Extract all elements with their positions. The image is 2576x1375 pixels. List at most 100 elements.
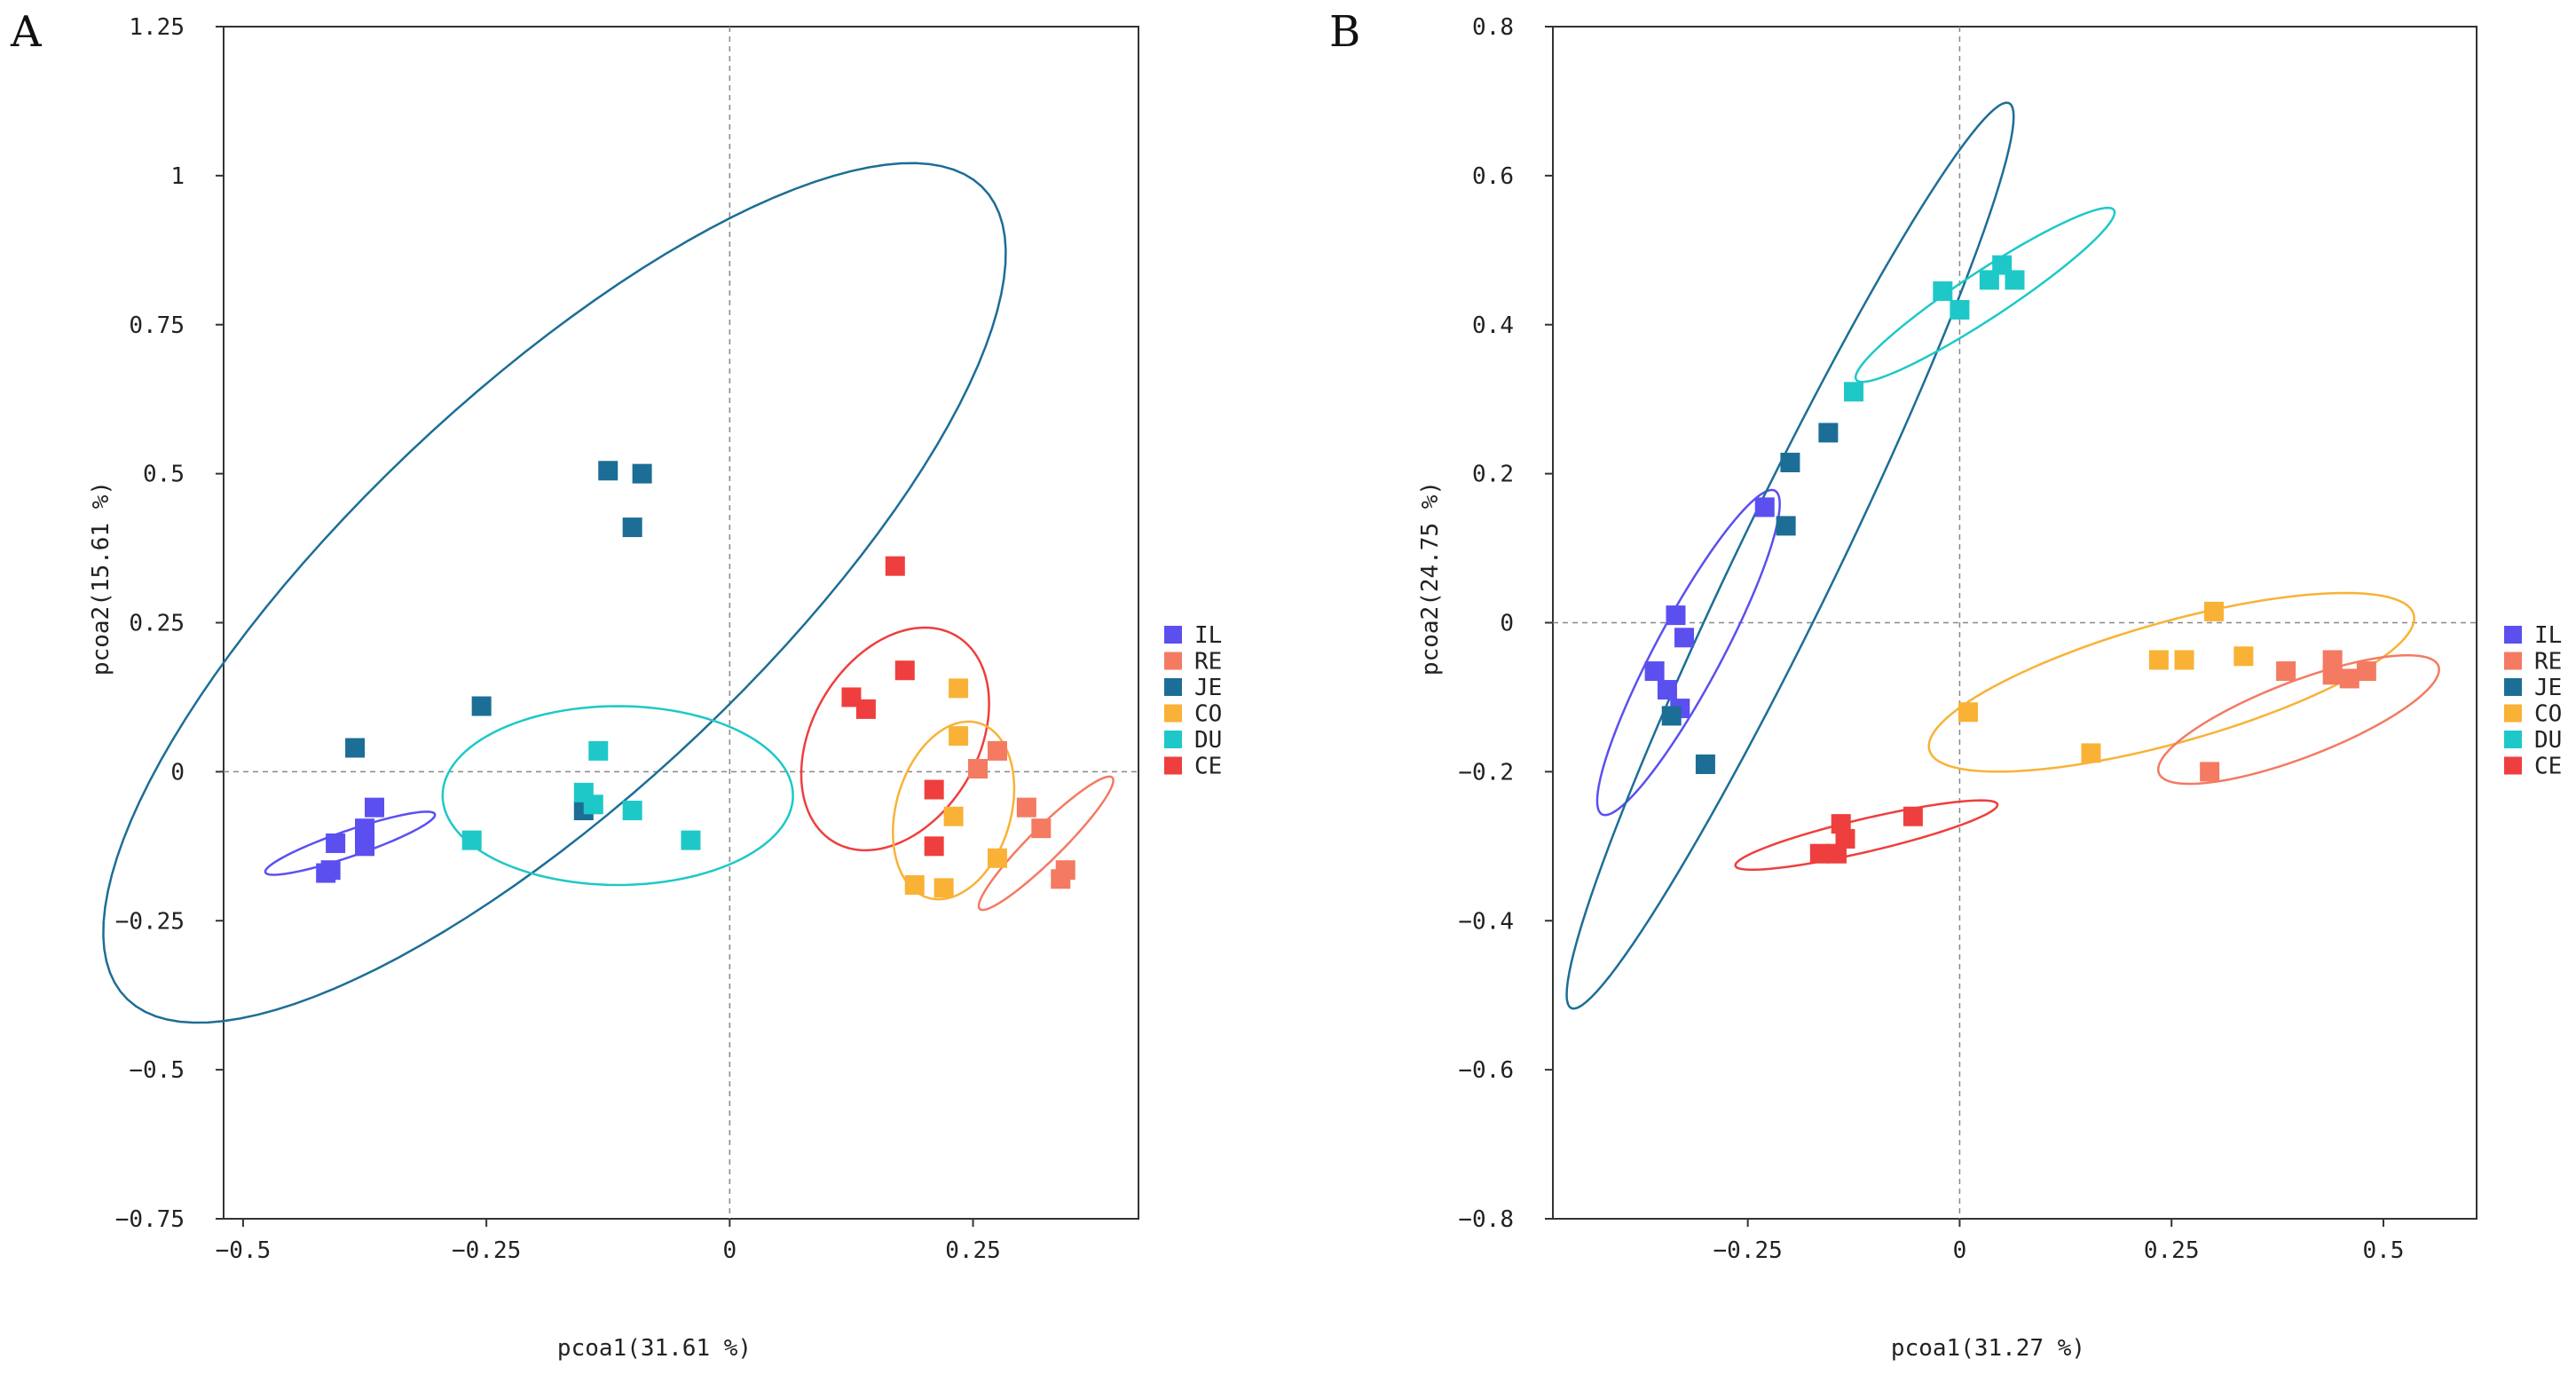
- panel-b-point-du: [1844, 382, 1864, 402]
- panel-b-legend-swatch-du: [2504, 731, 2522, 748]
- panel-b-plot: −0.25 0 0.25 0.5 −0.8 −0.6 −0.4 −0.2 0 0.2 0.4 0.6 0…: [1417, 14, 2562, 1362]
- panel-a-ellipse-il: [264, 810, 437, 876]
- panel-a-plot: −0.5 −0.25 0 0.25 −0.75 −0.5 −0.25 0 0.25 0.5 0.75…: [88, 14, 1222, 1362]
- panel-a-point-je: [622, 518, 642, 538]
- panel-b-point-il: [1674, 628, 1695, 648]
- panel-b-xtick-label: 0: [1953, 1237, 1967, 1264]
- panel-a-point-co: [904, 874, 925, 895]
- panel-b-point-du: [2005, 270, 2025, 290]
- panel-a-ytick-label: 1: [170, 163, 185, 190]
- panel-a-point-ce: [855, 699, 876, 719]
- panel-b-point-ce: [1826, 843, 1847, 864]
- panel-a-point-co: [949, 678, 969, 699]
- panel-b-point-du: [1933, 281, 1953, 301]
- panel-b-ellipse-du: [1854, 206, 2116, 383]
- panel-b-ytick-label: 0.2: [1472, 462, 1514, 488]
- panel-a-xtick-label: −0.25: [452, 1237, 521, 1264]
- panel-a-ytick-label: −0.5: [129, 1057, 185, 1084]
- panel-a-ytick-label: 0.25: [129, 611, 185, 637]
- panel-a-point-je: [598, 461, 618, 481]
- panel-a-point-co: [934, 878, 954, 898]
- panel-b-point-il: [1666, 605, 1686, 626]
- panel-a-point-co: [987, 848, 1007, 868]
- panel-b-legend-label-co: CO: [2534, 701, 2562, 728]
- panel-b-y-axis-title: pcoa2(24.75 %): [1417, 481, 1444, 676]
- panel-b-point-il: [1657, 680, 1677, 700]
- panel-a-ytick-label: 0.75: [129, 312, 185, 339]
- panel-b-legend-swatch-je: [2504, 678, 2522, 696]
- panel-b-point-re: [2276, 661, 2296, 682]
- panel-a-point-du: [588, 740, 609, 761]
- panel-b-ytick-label: 0.6: [1472, 163, 1514, 190]
- panel-a-point-ce: [924, 779, 944, 800]
- panel-a-ytick-label: −0.25: [115, 908, 185, 935]
- panel-a-point-je: [632, 463, 652, 484]
- panel-a-ytick-label: 1.25: [129, 14, 185, 41]
- panel-a-point-re: [1055, 860, 1075, 881]
- panel-a-point-ce: [924, 836, 944, 857]
- panel-a-xtick-label: 0.25: [945, 1237, 1001, 1264]
- panel-a-point-re: [1016, 797, 1036, 818]
- panel-b-ytick-label: 0.8: [1472, 14, 1514, 41]
- panel-b-xtick-label: −0.25: [1713, 1237, 1783, 1264]
- panel-a-y-axis-title: pcoa2(15.61 %): [88, 481, 114, 676]
- panel-b-point-ce: [1902, 806, 1923, 826]
- panel-a-point-re: [968, 759, 989, 779]
- panel-b-point-je: [1661, 706, 1682, 726]
- panel-b-xtick-label: 0.25: [2144, 1237, 2200, 1264]
- panel-a-frame: [223, 26, 1139, 1220]
- panel-b-ellipse-re: [2156, 653, 2440, 786]
- panel-a-point-ce: [885, 556, 905, 576]
- panel-a-legend-label-ce: CE: [1194, 754, 1222, 780]
- panel-b-point-re: [2356, 661, 2376, 682]
- panel-b-point-je: [1695, 754, 1715, 774]
- panel-a-point-il: [320, 860, 341, 881]
- panel-a-legend-swatch-il: [1164, 626, 1182, 644]
- panel-b-ytick-label: 0.4: [1472, 312, 1514, 339]
- panel-b-point-du: [1950, 299, 1970, 320]
- panel-b-legend-swatch-re: [2504, 652, 2522, 670]
- panel-b-ellipse-co: [1927, 591, 2415, 773]
- panel-a-legend-swatch-je: [1164, 678, 1182, 696]
- panel-a-point-co: [943, 806, 964, 826]
- panel-b-point-ce: [1831, 814, 1851, 834]
- panel-a-point-co: [949, 726, 969, 747]
- panel-a-ytick-label: 0: [170, 759, 185, 786]
- panel-b-ellipse-il: [1595, 488, 1781, 817]
- panel-a-ellipse-je: [102, 162, 1007, 1024]
- panel-b-xtick-label: 0.5: [2362, 1237, 2404, 1264]
- panel-a-point-du: [622, 801, 642, 821]
- panel-a-legend-swatch-co: [1164, 704, 1182, 723]
- panel-a-legend-label-du: DU: [1194, 727, 1222, 754]
- panel-b-letter: B: [1329, 7, 1360, 57]
- panel-a-point-du: [681, 830, 701, 850]
- panel-a-point-je: [471, 696, 492, 716]
- panel-b-legend-label-ce: CE: [2534, 754, 2562, 780]
- panel-b-legend-swatch-co: [2504, 704, 2522, 723]
- panel-b-point-co: [2203, 601, 2224, 621]
- panel-a-point-il: [355, 836, 375, 857]
- panel-b-ytick-label: −0.6: [1458, 1057, 1514, 1084]
- panel-a-legend-label-je: JE: [1194, 675, 1222, 701]
- panel-b-point-du: [1992, 255, 2013, 275]
- panel-b-point-il: [1644, 661, 1665, 682]
- panel-b-ytick-label: −0.2: [1458, 759, 1514, 786]
- panel-a-point-il: [326, 833, 346, 853]
- panel-b-point-re: [2200, 762, 2220, 782]
- panel-b-point-re: [2322, 650, 2343, 670]
- panel-a-ellipse-co: [892, 720, 1016, 901]
- panel-a-xtick-label: 0: [723, 1237, 737, 1264]
- panel-b-point-ce: [1809, 843, 1830, 864]
- panel-a-legend-swatch-ce: [1164, 756, 1182, 775]
- panel-a-ellipse-du: [441, 705, 794, 887]
- panel-b-point-je: [1776, 516, 1796, 536]
- panel-a-point-du: [461, 830, 482, 850]
- panel-b-point-re: [2322, 665, 2343, 685]
- panel-b-legend-swatch-il: [2504, 626, 2522, 644]
- panel-b-legend-label-du: DU: [2534, 727, 2562, 754]
- panel-b-point-co: [2081, 743, 2101, 763]
- panel-b-point-ce: [1835, 828, 1855, 849]
- panel-b-point-co: [1958, 702, 1978, 723]
